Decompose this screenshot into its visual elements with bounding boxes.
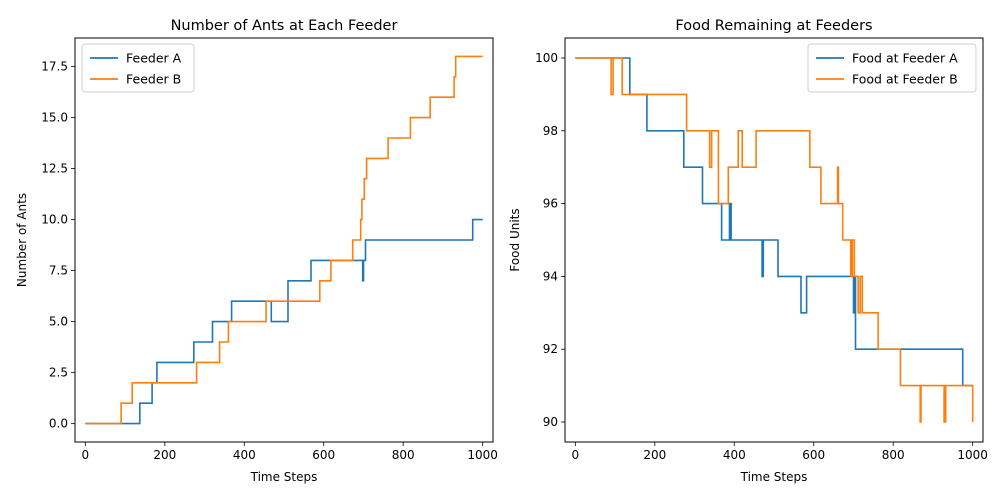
y-tick-label: 94 bbox=[543, 269, 558, 283]
y-tick-label: 15.0 bbox=[41, 111, 68, 125]
y-tick-label: 7.5 bbox=[49, 264, 68, 278]
x-tick-label: 800 bbox=[392, 448, 415, 462]
series-line-b bbox=[575, 57, 974, 423]
chart-food-remaining: 0 200 400 600 800 1000 90 92 94 96 98 100 Food Remai… bbox=[508, 18, 988, 484]
x-axis-label: Time Steps bbox=[740, 470, 808, 484]
y-axis-label: Food Units bbox=[508, 208, 522, 271]
y-tick-label: 100 bbox=[535, 51, 558, 65]
legend: Feeder A Feeder B bbox=[81, 43, 195, 93]
y-tick-label: 17.5 bbox=[41, 60, 68, 74]
legend-entry-label: Food at Feeder A bbox=[852, 51, 958, 66]
legend: Food at Feeder A Food at Feeder B bbox=[807, 43, 977, 93]
legend-box bbox=[81, 43, 195, 93]
x-tick-label: 200 bbox=[153, 448, 176, 462]
x-tick-label: 400 bbox=[233, 448, 256, 462]
y-tick-label: 0.0 bbox=[49, 417, 68, 431]
x-axis-label: Time Steps bbox=[250, 470, 318, 484]
legend-box bbox=[807, 43, 977, 93]
y-tick-label: 2.5 bbox=[49, 366, 68, 380]
x-tick-label: 1000 bbox=[467, 448, 498, 462]
x-tick-label: 200 bbox=[643, 448, 666, 462]
y-tick-label: 10.0 bbox=[41, 213, 68, 227]
chart-ants-per-feeder: 0 200 400 600 800 1000 0.0 2.5 5.0 7.5 10.0 12.5 15.… bbox=[15, 18, 498, 484]
chart-title: Food Remaining at Feeders bbox=[675, 18, 872, 34]
x-tick-label: 600 bbox=[802, 448, 825, 462]
x-tick-label: 0 bbox=[572, 448, 580, 462]
series-line-a bbox=[575, 57, 973, 387]
y-tick-label: 92 bbox=[543, 342, 558, 356]
chart-title: Number of Ants at Each Feeder bbox=[171, 18, 398, 34]
y-tick-label: 96 bbox=[543, 197, 558, 211]
x-tick-label: 1000 bbox=[957, 448, 988, 462]
series-line-b bbox=[85, 55, 483, 425]
series-line-a bbox=[85, 218, 483, 425]
y-axis-label: Number of Ants bbox=[15, 193, 29, 287]
legend-entry-label: Food at Feeder B bbox=[852, 72, 958, 87]
y-tick-label: 98 bbox=[543, 124, 558, 138]
y-tick-label: 12.5 bbox=[41, 162, 68, 176]
legend-entry-label: Feeder A bbox=[126, 51, 182, 66]
x-tick-label: 0 bbox=[82, 448, 90, 462]
y-tick-label: 5.0 bbox=[49, 315, 68, 329]
x-tick-label: 400 bbox=[723, 448, 746, 462]
y-tick-label: 90 bbox=[543, 415, 558, 429]
x-tick-label: 800 bbox=[882, 448, 905, 462]
plot-frame bbox=[564, 37, 984, 443]
plot-frame bbox=[74, 37, 494, 443]
legend-entry-label: Feeder B bbox=[126, 72, 181, 87]
x-tick-label: 600 bbox=[312, 448, 335, 462]
